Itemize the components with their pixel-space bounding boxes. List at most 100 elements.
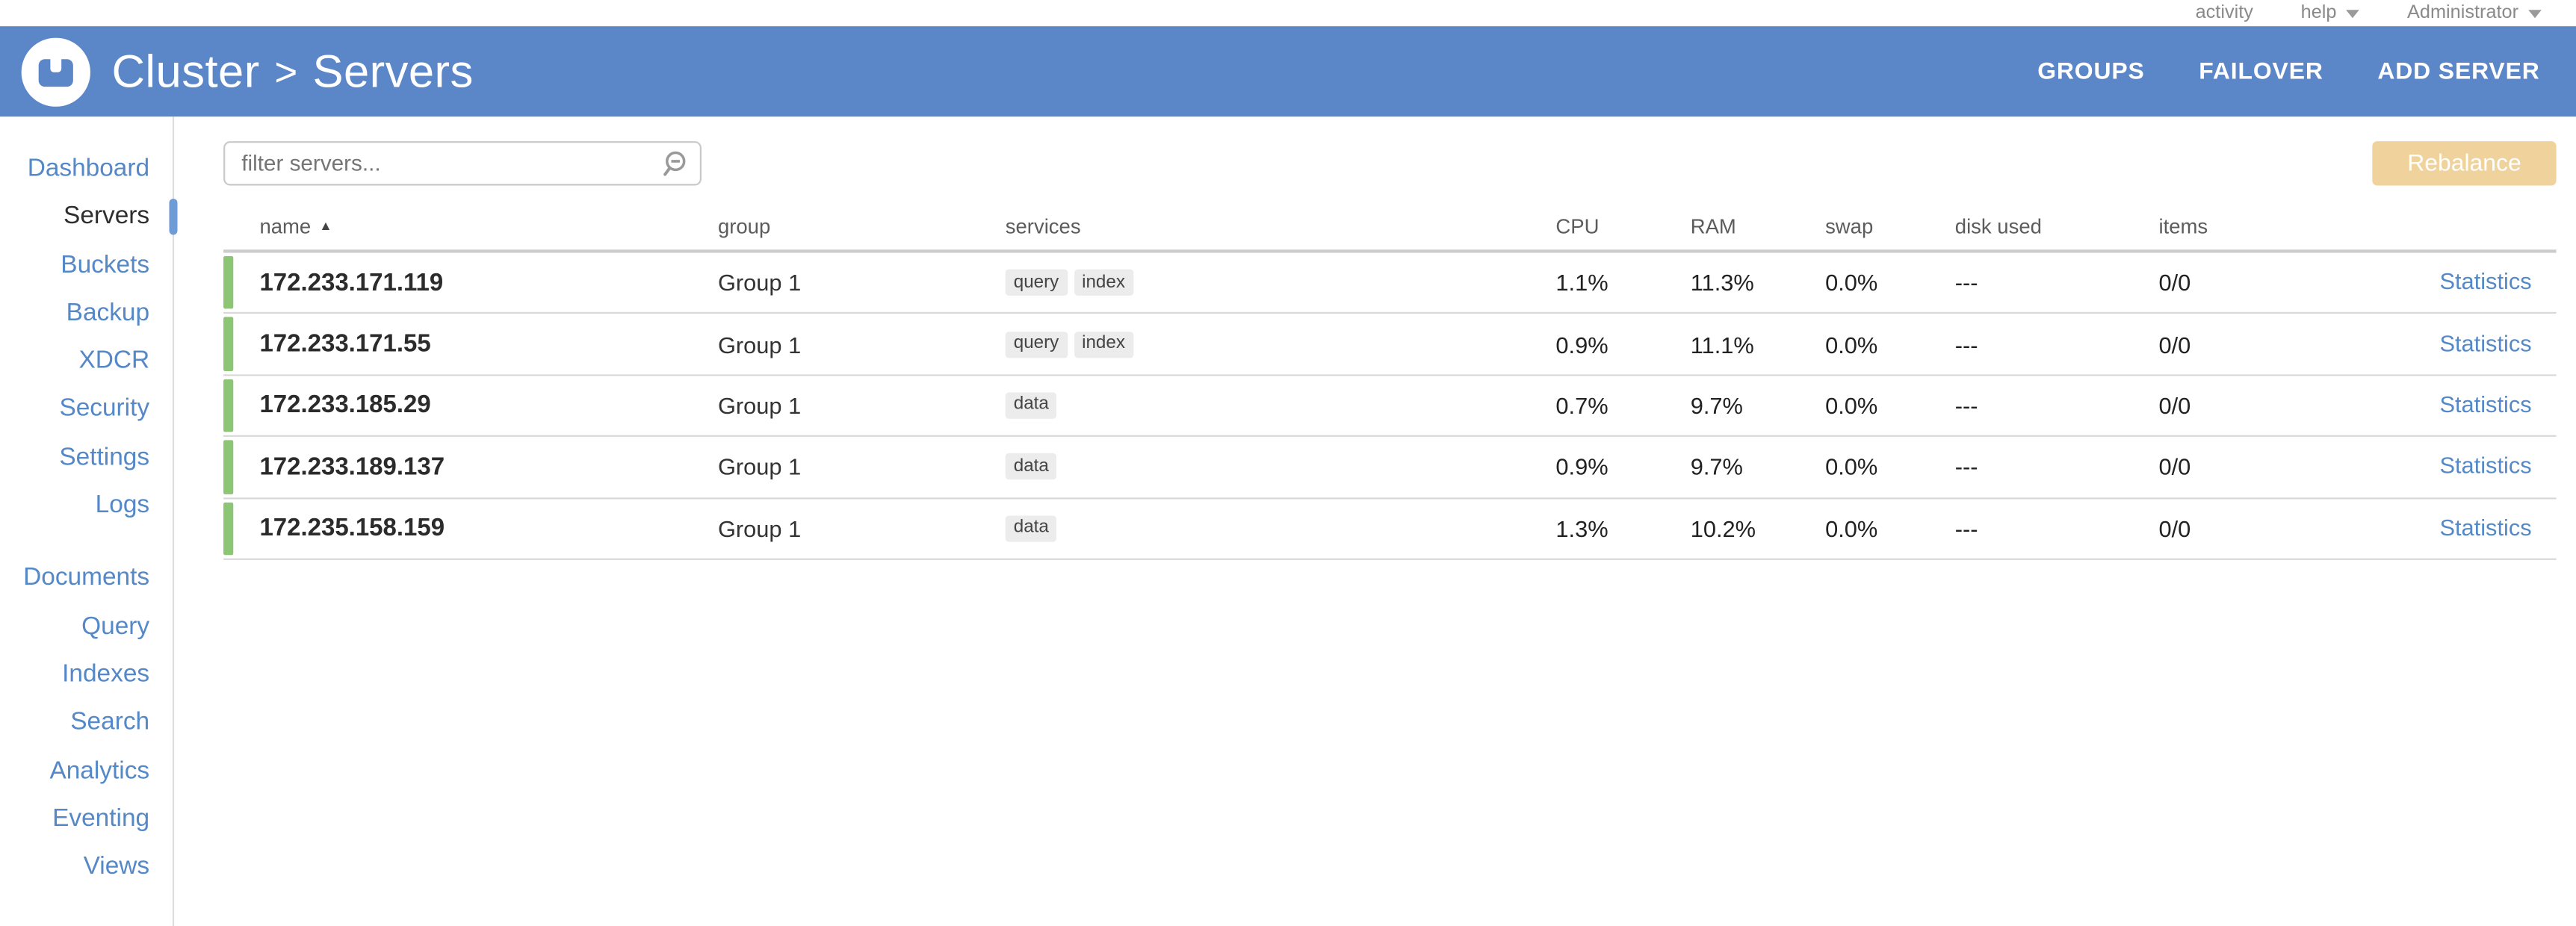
server-group-cell: Group 1	[717, 270, 802, 296]
server-swap-cell: 0.0%	[1825, 331, 1878, 358]
page-title: Cluster > Servers	[112, 45, 474, 97]
sidebar-item-query[interactable]: Query	[0, 602, 173, 650]
caret-down-icon	[2346, 10, 2360, 19]
sidebar: Dashboard Servers Buckets Backup XDCR Securit…	[0, 116, 178, 926]
server-name-cell: 172.233.185.29	[223, 379, 718, 432]
sidebar-item-xdcr[interactable]: XDCR	[0, 337, 173, 385]
table-row[interactable]: 172.233.171.55 Group 1 query index 0.9% 11.1%…	[223, 314, 2557, 376]
sidebar-item-label: Buckets	[61, 250, 150, 279]
server-name-cell: 172.233.189.137	[223, 440, 718, 494]
column-header-name-label: name	[259, 214, 312, 237]
sidebar-item-label: Security	[59, 394, 150, 423]
server-ram-cell: 9.7%	[1690, 453, 1743, 480]
sidebar-item-servers[interactable]: Servers	[0, 193, 178, 240]
column-header-services[interactable]: services	[1005, 214, 1081, 237]
header-action-groups[interactable]: GROUPS	[2037, 58, 2145, 85]
sidebar-item-settings[interactable]: Settings	[0, 433, 173, 481]
sidebar-item-label: Documents	[23, 564, 150, 592]
service-badge-query: query	[1005, 270, 1068, 296]
table-row[interactable]: 172.233.185.29 Group 1 data 0.7% 9.7% 0.0% ---…	[223, 376, 2557, 438]
server-ram-cell: 10.2%	[1690, 515, 1756, 542]
server-healthy-indicator	[223, 440, 234, 494]
server-name: 172.233.189.137	[259, 453, 445, 481]
breadcrumb-separator: >	[274, 50, 298, 95]
sidebar-item-label: Views	[83, 852, 150, 880]
column-header-disk-used[interactable]: disk used	[1954, 214, 2042, 237]
breadcrumb-section: Cluster	[111, 45, 260, 96]
sidebar-item-views[interactable]: Views	[0, 842, 173, 890]
breadcrumb-page: Servers	[312, 45, 474, 96]
sort-ascending-icon: ▲	[319, 218, 332, 234]
server-items-cell: 0/0	[2158, 515, 2191, 542]
server-actions-cell: Statistics	[2356, 514, 2556, 544]
server-items-cell: 0/0	[2158, 331, 2191, 358]
header-action-add-server[interactable]: ADD SERVER	[2377, 58, 2540, 85]
sidebar-item-documents[interactable]: Documents	[0, 554, 173, 602]
sidebar-primary-group: Dashboard Servers Buckets Backup XDCR Securit…	[0, 145, 178, 529]
utility-item-label: activity	[2195, 3, 2253, 23]
filter-servers-input[interactable]	[223, 141, 702, 186]
sidebar-item-backup[interactable]: Backup	[0, 289, 173, 337]
server-items-cell: 0/0	[2158, 392, 2191, 419]
column-header-swap[interactable]: swap	[1825, 214, 1874, 237]
statistics-link[interactable]: Statistics	[2439, 329, 2532, 356]
header-actions: GROUPS FAILOVER ADD SERVER	[2037, 58, 2539, 84]
statistics-link[interactable]: Statistics	[2439, 513, 2532, 540]
server-healthy-indicator	[223, 501, 234, 556]
service-badge-data: data	[1005, 515, 1057, 542]
table-row[interactable]: 172.235.158.159 Group 1 data 1.3% 10.2% 0.0% -…	[223, 498, 2557, 560]
column-header-ram[interactable]: RAM	[1690, 214, 1736, 237]
server-group-cell: Group 1	[717, 331, 802, 358]
server-name-cell: 172.233.171.119	[223, 256, 718, 310]
toolbar: Rebalance	[223, 141, 2557, 186]
app-header: Cluster > Servers GROUPS FAILOVER ADD SERV…	[0, 26, 2576, 117]
server-services-cell: data	[1005, 515, 1556, 542]
server-actions-cell: Statistics	[2356, 268, 2556, 298]
statistics-link[interactable]: Statistics	[2439, 267, 2532, 295]
utility-item-label: Administrator	[2407, 3, 2519, 23]
sidebar-item-label: Analytics	[49, 756, 150, 785]
sidebar-item-search[interactable]: Search	[0, 698, 173, 746]
header-action-failover[interactable]: FAILOVER	[2199, 58, 2323, 85]
sidebar-item-dashboard[interactable]: Dashboard	[0, 145, 173, 193]
server-cpu-cell: 1.3%	[1555, 515, 1609, 542]
rebalance-button[interactable]: Rebalance	[2372, 141, 2557, 186]
statistics-link[interactable]: Statistics	[2439, 391, 2532, 417]
sidebar-secondary-group: Documents Query Indexes Search Analytics Even…	[0, 554, 173, 891]
server-swap-cell: 0.0%	[1825, 392, 1878, 419]
sidebar-item-label: Settings	[59, 443, 150, 471]
utility-item-label: help	[2300, 3, 2337, 23]
server-services-cell: data	[1005, 392, 1556, 419]
server-ram-cell: 11.1%	[1690, 331, 1754, 358]
sidebar-item-analytics[interactable]: Analytics	[0, 747, 173, 795]
server-group-cell: Group 1	[717, 453, 802, 480]
sidebar-item-security[interactable]: Security	[0, 385, 173, 433]
server-items-cell: 0/0	[2158, 453, 2191, 480]
sidebar-item-buckets[interactable]: Buckets	[0, 240, 173, 288]
server-items-cell: 0/0	[2158, 270, 2191, 296]
server-services-cell: query index	[1005, 270, 1556, 296]
caret-down-icon	[2528, 10, 2542, 19]
column-header-group[interactable]: group	[717, 214, 771, 237]
column-header-name[interactable]: name ▲	[223, 214, 718, 237]
sidebar-item-logs[interactable]: Logs	[0, 481, 173, 529]
statistics-link[interactable]: Statistics	[2439, 452, 2532, 479]
column-header-items[interactable]: items	[2158, 214, 2208, 237]
sidebar-item-eventing[interactable]: Eventing	[0, 795, 173, 842]
server-services-cell: data	[1005, 453, 1556, 480]
sidebar-item-label: Backup	[66, 298, 150, 327]
server-cpu-cell: 1.1%	[1555, 270, 1609, 296]
sidebar-item-label: Eventing	[52, 804, 150, 833]
main-content: Rebalance name ▲ group services CPU RAM …	[174, 116, 2576, 926]
server-actions-cell: Statistics	[2356, 329, 2556, 359]
table-row[interactable]: 172.233.171.119 Group 1 query index 1.1% 11.3…	[223, 252, 2557, 314]
utility-item-activity[interactable]: activity	[2196, 3, 2253, 22]
utility-item-administrator[interactable]: Administrator	[2407, 3, 2542, 23]
column-header-cpu[interactable]: CPU	[1555, 214, 1600, 237]
sidebar-item-label: Logs	[95, 491, 150, 520]
server-cpu-cell: 0.9%	[1555, 331, 1609, 358]
sidebar-item-indexes[interactable]: Indexes	[0, 650, 173, 698]
utility-item-help[interactable]: help	[2300, 3, 2360, 23]
service-badge-index: index	[1074, 331, 1133, 358]
table-row[interactable]: 172.233.189.137 Group 1 data 0.9% 9.7% 0.0% --…	[223, 437, 2557, 499]
